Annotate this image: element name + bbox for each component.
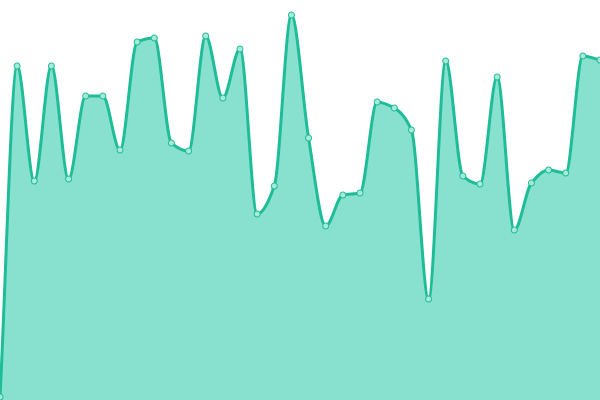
data-markers [0,11,600,400]
data-point-27 [459,172,467,180]
data-point-11 [185,147,193,155]
data-point-21 [356,189,364,197]
data-point-34 [579,52,587,60]
data-point-17 [287,11,295,19]
data-point-5 [82,92,90,100]
data-point-31 [527,179,535,187]
data-point-23 [390,104,398,112]
data-point-29 [493,73,501,81]
data-point-19 [322,222,330,230]
data-point-28 [476,180,484,188]
data-point-13 [219,94,227,102]
data-point-2 [30,177,38,185]
data-point-25 [425,295,433,303]
data-point-1 [13,62,21,70]
data-point-24 [407,126,415,134]
data-point-20 [339,191,347,199]
data-point-30 [510,226,518,234]
data-point-9 [150,34,158,42]
data-point-3 [47,62,55,70]
data-point-35 [596,56,600,64]
area-fill [0,15,600,400]
data-point-15 [253,210,261,218]
data-point-16 [270,182,278,190]
data-point-14 [236,45,244,53]
data-point-32 [545,166,553,174]
data-point-12 [202,32,210,40]
data-point-26 [442,57,450,65]
data-point-18 [305,134,313,142]
data-point-7 [116,146,124,154]
data-point-8 [133,38,141,46]
data-point-6 [99,92,107,100]
data-point-0 [0,393,4,400]
data-point-33 [562,169,570,177]
data-point-10 [167,139,175,147]
data-point-4 [65,175,73,183]
data-point-22 [373,98,381,106]
